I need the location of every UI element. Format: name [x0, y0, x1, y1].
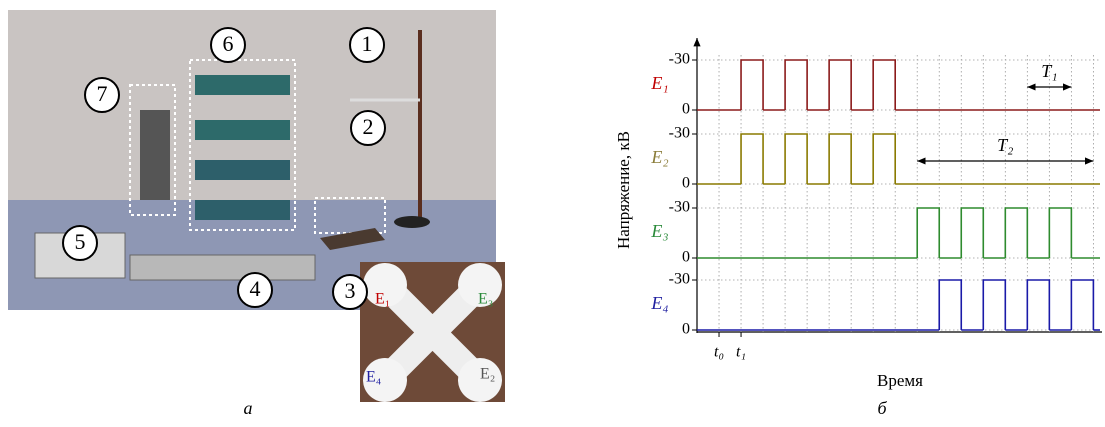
pulse — [1004, 207, 1029, 258]
pulse — [740, 133, 764, 184]
series-label: E₂ — [650, 147, 668, 167]
pulse — [1026, 279, 1051, 330]
y-tick-label: -30 — [669, 199, 690, 216]
pulse — [828, 133, 852, 184]
callout: 5 — [75, 229, 86, 254]
pulse — [982, 279, 1007, 330]
panel-label: а — [244, 398, 253, 418]
annotation: T₁ — [1041, 61, 1057, 81]
callout: 7 — [97, 81, 108, 106]
y-axis-label: Напряжение, кВ — [614, 131, 633, 249]
inset-label: E₃ — [478, 291, 493, 308]
pulse — [916, 207, 941, 258]
y-tick-label: -30 — [669, 51, 690, 68]
pulse — [1048, 207, 1073, 258]
y-tick-label: 0 — [682, 175, 690, 192]
callout: 4 — [250, 276, 261, 301]
series-label: E₁ — [650, 73, 668, 93]
series-label: E₃ — [650, 221, 668, 241]
x-tick-label: t₁ — [736, 344, 746, 361]
series-label: E₄ — [650, 293, 668, 313]
pulse — [938, 279, 963, 330]
pulse — [784, 133, 808, 184]
y-tick-label: -30 — [669, 125, 690, 142]
pulse — [1070, 279, 1095, 330]
inset-label: E₂ — [480, 366, 495, 383]
callout: 1 — [362, 31, 373, 56]
callout: 6 — [223, 31, 234, 56]
callout: 2 — [363, 114, 374, 139]
callout: 3 — [345, 278, 356, 303]
x-axis-label: Время — [877, 371, 923, 390]
panel-label: б — [877, 398, 887, 418]
pulse — [960, 207, 985, 258]
y-tick-label: -30 — [669, 271, 690, 288]
pulse — [828, 59, 852, 110]
x-tick-label: t₀ — [714, 344, 724, 361]
pulse — [740, 59, 764, 110]
inset-label: E₁ — [375, 291, 390, 308]
y-tick-label: 0 — [682, 249, 690, 266]
inset-label: E₄ — [366, 369, 382, 386]
pulse — [872, 133, 896, 184]
y-tick-label: 0 — [682, 321, 690, 338]
annotation: T₂ — [997, 135, 1013, 155]
pulse — [872, 59, 896, 110]
photo: 1 2 3 4 5 6 7 E₁ E₃ E₄ E₂ — [8, 10, 505, 402]
y-tick-label: 0 — [682, 101, 690, 118]
pulse — [784, 59, 808, 110]
